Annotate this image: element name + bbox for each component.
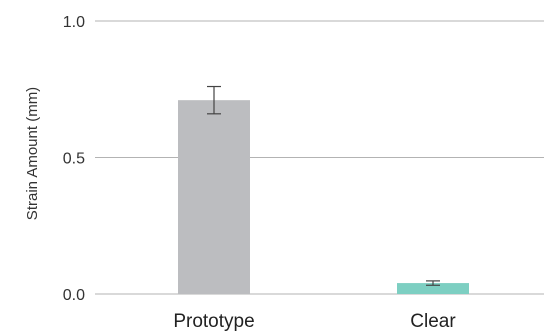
category-label: Prototype bbox=[173, 311, 254, 332]
error-bar bbox=[207, 85, 221, 115]
bar bbox=[397, 283, 469, 294]
y-tick-label: 0.5 bbox=[63, 151, 85, 168]
gridlines bbox=[95, 20, 544, 295]
category-label: Clear bbox=[410, 311, 456, 332]
y-tick-labels: 0.0 0.5 1.0 bbox=[63, 14, 85, 304]
y-tick-label: 1.0 bbox=[63, 14, 85, 31]
y-axis-label: Strain Amount (mm) bbox=[24, 87, 41, 220]
y-tick-label: 0.0 bbox=[63, 287, 85, 304]
error-bars bbox=[207, 85, 440, 286]
bars bbox=[178, 100, 469, 294]
category-labels: Prototype Clear bbox=[173, 311, 456, 332]
bar bbox=[178, 100, 250, 294]
error-bar bbox=[426, 280, 440, 286]
